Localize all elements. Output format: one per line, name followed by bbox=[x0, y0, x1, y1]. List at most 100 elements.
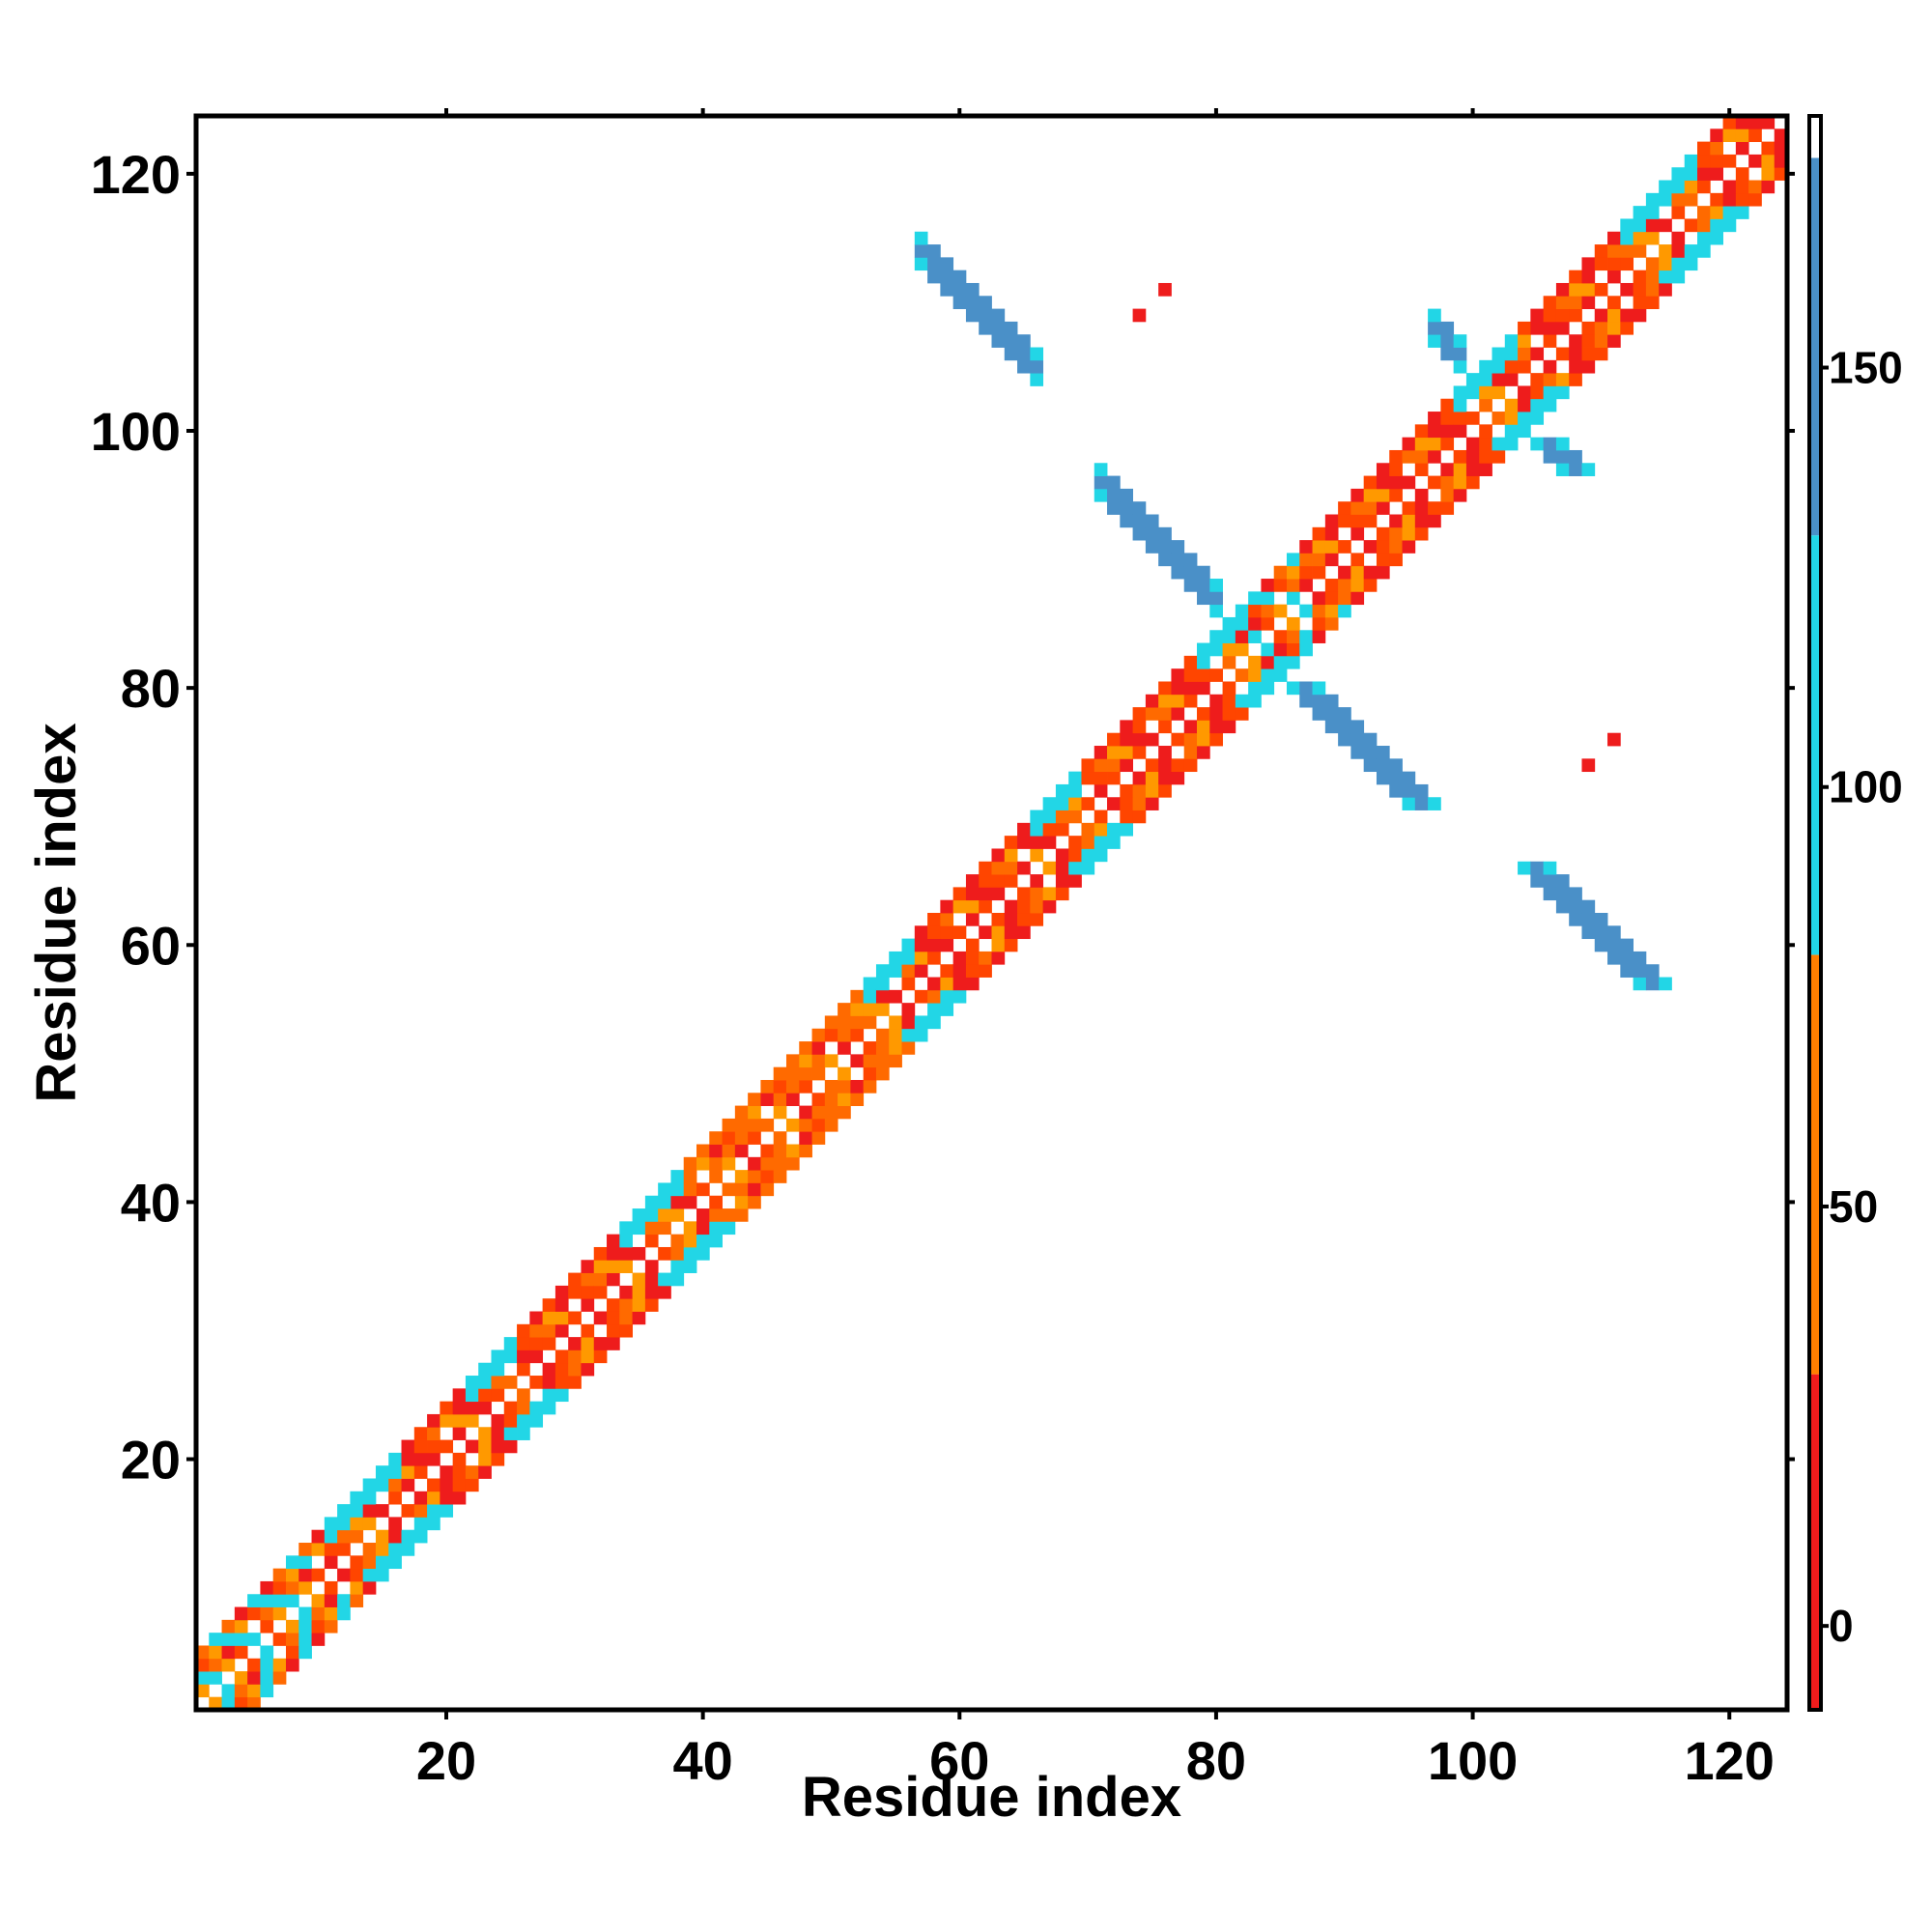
heatmap-cell bbox=[927, 1003, 941, 1016]
heatmap-cell bbox=[247, 1684, 261, 1698]
heatmap-cell bbox=[785, 1144, 800, 1158]
heatmap-cell bbox=[324, 1529, 338, 1544]
heatmap-cell bbox=[517, 1337, 530, 1350]
heatmap-cell bbox=[1248, 591, 1262, 606]
heatmap-cell bbox=[1145, 526, 1159, 541]
heatmap-cell bbox=[850, 1079, 865, 1094]
heatmap-cell bbox=[863, 1041, 877, 1055]
heatmap-cell bbox=[1453, 424, 1467, 439]
heatmap-cell bbox=[1286, 565, 1300, 580]
heatmap-cell bbox=[1453, 488, 1467, 502]
heatmap-cell bbox=[1324, 540, 1339, 554]
heatmap-cell bbox=[1120, 822, 1133, 837]
heatmap-cell bbox=[1363, 758, 1378, 773]
heatmap-cell bbox=[1017, 822, 1031, 837]
heatmap-cell bbox=[337, 1606, 351, 1621]
heatmap-cell bbox=[1261, 642, 1275, 657]
heatmap-cell bbox=[1068, 797, 1082, 810]
heatmap-cell bbox=[1030, 810, 1044, 824]
heatmap-cell bbox=[991, 861, 1006, 875]
heatmap-cell bbox=[670, 1260, 685, 1273]
heatmap-cell bbox=[619, 1285, 633, 1299]
heatmap-cell bbox=[1594, 244, 1608, 258]
heatmap-cell bbox=[1402, 501, 1416, 515]
colorbar-ticks: 0 50 100 150 bbox=[1821, 343, 1903, 1651]
heatmap-cell bbox=[362, 1517, 377, 1531]
heatmap-cell bbox=[965, 977, 980, 991]
heatmap-cell bbox=[979, 296, 992, 309]
heatmap-cell bbox=[1479, 373, 1492, 386]
heatmap-cell bbox=[542, 1311, 556, 1325]
heatmap-cell bbox=[1389, 553, 1403, 567]
heatmap-cell bbox=[1363, 746, 1378, 759]
heatmap-cell bbox=[1543, 874, 1557, 888]
heatmap-cell bbox=[670, 1272, 685, 1287]
heatmap-cell bbox=[1543, 861, 1557, 875]
heatmap-cell bbox=[799, 1131, 812, 1145]
heatmap-cell bbox=[554, 1285, 569, 1299]
heatmap-cell bbox=[1620, 964, 1634, 978]
heatmap-cell bbox=[1645, 964, 1660, 978]
heatmap-cell bbox=[1402, 437, 1416, 451]
heatmap-cell bbox=[1081, 758, 1095, 773]
heatmap-cell bbox=[1286, 642, 1300, 657]
heatmap-cell bbox=[1132, 771, 1147, 785]
heatmap-cell bbox=[221, 1645, 236, 1660]
heatmap-cell bbox=[644, 1285, 659, 1299]
heatmap-cell bbox=[1748, 180, 1762, 194]
heatmap-cell bbox=[1569, 282, 1582, 297]
x-tick-label: 80 bbox=[1186, 1730, 1246, 1791]
heatmap-cell bbox=[1440, 321, 1455, 335]
heatmap-cell bbox=[1376, 488, 1390, 502]
heatmap-cell bbox=[554, 1350, 569, 1364]
heatmap-cell bbox=[607, 1234, 620, 1248]
heatmap-cell bbox=[324, 1555, 338, 1570]
heatmap-cell bbox=[889, 989, 902, 1004]
heatmap-cell bbox=[1107, 822, 1121, 837]
heatmap-cell bbox=[362, 1543, 377, 1556]
heatmap-cell bbox=[1363, 501, 1378, 515]
colorbar bbox=[1807, 114, 1823, 1712]
heatmap-cell bbox=[901, 1041, 916, 1055]
heatmap-cell bbox=[1518, 412, 1531, 425]
heatmap-cell bbox=[1235, 668, 1249, 682]
heatmap-cell bbox=[491, 1362, 505, 1377]
heatmap-cell bbox=[658, 1285, 671, 1299]
heatmap-cell bbox=[568, 1362, 582, 1377]
heatmap-cell bbox=[889, 1041, 902, 1055]
heatmap-cell bbox=[1620, 308, 1634, 323]
heatmap-cell bbox=[1017, 836, 1031, 849]
x-axis-ticks: 20 40 60 80 100 120 bbox=[416, 108, 1775, 1791]
heatmap-cell bbox=[1299, 681, 1313, 696]
heatmap-cell bbox=[1030, 836, 1044, 849]
heatmap-cell bbox=[1710, 218, 1723, 233]
heatmap-cell bbox=[1581, 282, 1596, 297]
heatmap-cell bbox=[413, 1439, 428, 1454]
heatmap-cell bbox=[1555, 308, 1570, 323]
heatmap-cell bbox=[838, 1028, 851, 1042]
heatmap-cell bbox=[1120, 810, 1133, 824]
heatmap-cell bbox=[670, 1246, 685, 1261]
heatmap-cell bbox=[388, 1555, 402, 1570]
heatmap-cell bbox=[1376, 746, 1390, 759]
heatmap-cell bbox=[324, 1606, 338, 1621]
heatmap-cell bbox=[1261, 604, 1275, 618]
heatmap-cell bbox=[1183, 579, 1198, 592]
heatmap-cell bbox=[388, 1491, 402, 1505]
heatmap-cell bbox=[760, 1144, 775, 1158]
heatmap-cell bbox=[709, 1144, 723, 1158]
heatmap-cell bbox=[427, 1439, 440, 1454]
heatmap-cell bbox=[1338, 604, 1351, 618]
x-axis-title: Residue index bbox=[802, 1766, 1181, 1829]
heatmap-cell bbox=[1107, 746, 1121, 759]
heatmap-cell bbox=[1428, 424, 1441, 439]
heatmap-cell bbox=[581, 1298, 595, 1312]
heatmap-cell bbox=[413, 1517, 428, 1531]
heatmap-cell bbox=[1761, 154, 1776, 168]
heatmap-cell bbox=[427, 1413, 440, 1428]
heatmap-cell bbox=[901, 1003, 916, 1016]
heatmap-cell bbox=[1492, 412, 1506, 425]
heatmap-cell bbox=[1645, 270, 1660, 284]
heatmap-cell bbox=[593, 1350, 608, 1364]
heatmap-cell bbox=[452, 1388, 467, 1403]
